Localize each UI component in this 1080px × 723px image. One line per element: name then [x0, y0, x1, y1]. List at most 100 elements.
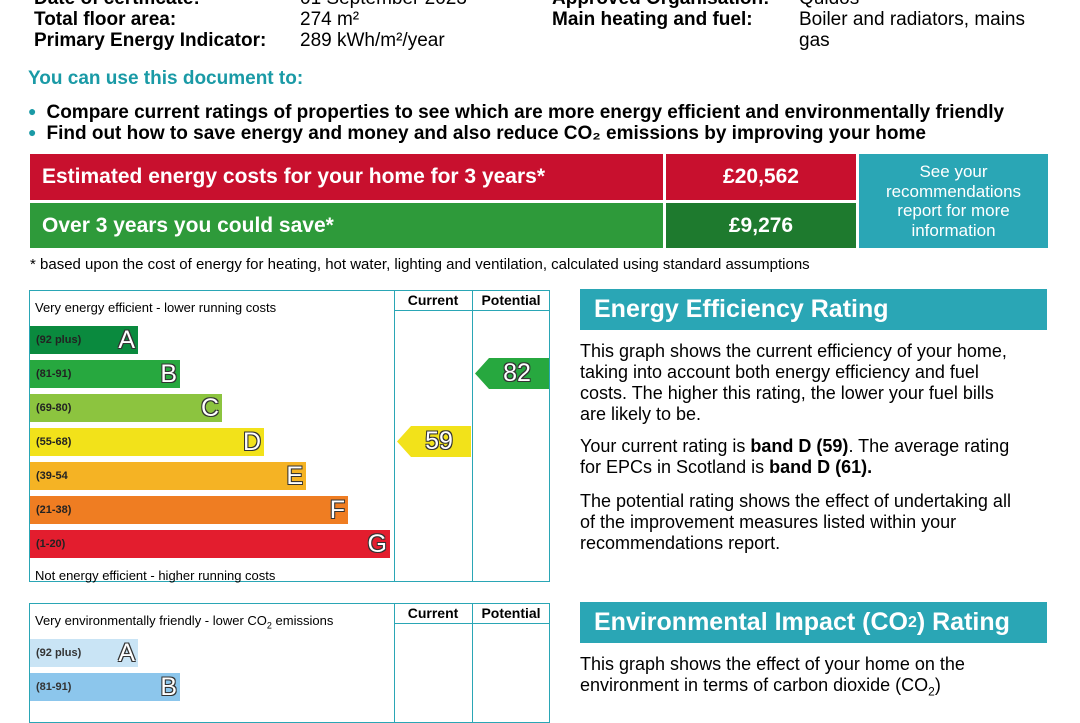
band-letter: D: [242, 427, 261, 456]
header-divider: [394, 310, 550, 311]
detail-row-floor-area: Total floor area: 274 m²: [34, 9, 554, 30]
band-range: (21-38): [36, 504, 72, 516]
rating-band-c: (69-80) C: [30, 394, 222, 422]
bullet-text: Find out how to save energy and money an…: [46, 123, 926, 144]
detail-label: Total floor area:: [34, 9, 177, 30]
band-letter: C: [200, 393, 219, 422]
band-range: (39-54: [36, 470, 68, 482]
paragraph-text: Your current rating is: [580, 436, 751, 456]
potential-rating-arrow: 82: [475, 358, 549, 389]
band-letter: F: [329, 495, 345, 524]
rating-band-e: (39-54 E: [30, 462, 306, 490]
recommend-text: information: [911, 220, 996, 240]
uses-bullet: ● Compare current ratings of properties t…: [28, 102, 1004, 124]
detail-value: 274 m²: [300, 9, 360, 30]
band-letter: A: [118, 638, 135, 667]
recommend-text: report for more: [897, 201, 1010, 220]
arrow-value: 82: [503, 359, 531, 387]
paragraph-text: . The average rating: [848, 436, 1010, 456]
rating-band-a: (92 plus) A: [30, 639, 138, 667]
estimated-costs-label: Estimated energy costs for your home for…: [30, 154, 663, 200]
band-range: (81-91): [36, 681, 72, 693]
band-letter: A: [118, 325, 135, 354]
title-subscript: 2: [907, 613, 917, 631]
recommend-text: See your: [919, 162, 988, 181]
header-divider: [394, 623, 550, 624]
recommendations-link[interactable]: See your recommendations report for more…: [859, 154, 1048, 248]
detail-label: Main heating and fuel:: [552, 9, 753, 30]
rating-band-d: (55-68) D: [30, 428, 264, 456]
rating-band-b: (81-91) B: [30, 673, 180, 701]
recommend-text: recommendations: [885, 181, 1022, 201]
certificate-details-left: Date of certificate: 01 September 2023 T…: [34, 0, 554, 51]
title-text: Environmental Impact (CO: [594, 608, 908, 636]
caption-subscript: 2: [266, 620, 272, 631]
paragraph: The potential rating shows the effect of…: [580, 491, 1050, 554]
caption-text: emissions: [271, 613, 334, 628]
column-divider: [394, 603, 395, 723]
column-divider: [394, 290, 395, 582]
bullet-icon: ●: [28, 103, 37, 119]
uses-bullet: ● Find out how to save energy and money a…: [28, 123, 926, 145]
paragraph-text: ): [934, 675, 941, 695]
current-band-text: band D (59): [750, 436, 849, 456]
band-letter: G: [367, 529, 387, 558]
rating-band-g: (1-20) G: [30, 530, 390, 558]
environmental-panel-title: Environmental Impact (CO 2) Rating: [580, 602, 1047, 643]
chart-top-caption: Very energy efficient - lower running co…: [35, 300, 277, 315]
detail-label: Approved Organisation:: [552, 0, 799, 9]
detail-label: Primary Energy Indicator:: [34, 30, 267, 51]
paragraph-text: environment in terms of carbon dioxide (…: [580, 675, 929, 695]
caption-text: Very environmentally friendly - lower CO: [35, 613, 267, 628]
paragraph-line: This graph shows the effect of your home…: [580, 654, 965, 674]
energy-panel-text: This graph shows the current efficiency …: [580, 341, 1050, 554]
paragraph-text: for EPCs in Scotland is: [580, 457, 770, 477]
detail-label: Date of certificate:: [34, 0, 300, 9]
detail-row-heating: Main heating and fuel: Boiler and radiat…: [552, 9, 1072, 51]
chart-bottom-caption: Not energy efficient - higher running co…: [35, 568, 276, 583]
band-range: (81-91): [36, 368, 72, 380]
savings-label: Over 3 years you could save*: [30, 203, 663, 248]
rating-band-b: (81-91) B: [30, 360, 180, 388]
detail-value: 289 kWh/m²/year: [300, 30, 445, 51]
paragraph-line: recommendations report.: [580, 533, 781, 553]
average-band-text: band D (61).: [769, 457, 873, 477]
bullet-icon: ●: [28, 124, 37, 140]
paragraph-line: taking into account both energy efficien…: [580, 362, 979, 382]
column-divider: [472, 290, 473, 582]
chart-top-caption: Very environmentally friendly - lower CO…: [35, 613, 333, 631]
band-range: (69-80): [36, 402, 72, 414]
paragraph-line: of the improvement measures listed withi…: [580, 512, 957, 532]
band-letter: E: [286, 461, 303, 490]
energy-rating-chart: Current Potential Very energy efficient …: [29, 290, 550, 583]
detail-row-date: Date of certificate: 01 September 2023: [34, 0, 554, 9]
costs-footnote: * based upon the cost of energy for heat…: [30, 256, 810, 273]
arrow-shape: [475, 358, 549, 389]
energy-panel-title: Energy Efficiency Rating: [580, 289, 1047, 330]
environmental-rating-chart: Current Potential Very environmentally f…: [29, 603, 550, 723]
uses-heading: You can use this document to:: [28, 68, 304, 89]
column-current-heading: Current: [407, 292, 459, 308]
detail-value: Quidos: [799, 0, 859, 9]
paragraph-line: costs. The higher this rating, the lower…: [580, 383, 994, 403]
column-potential-heading: Potential: [481, 605, 541, 621]
arrow-value: 59: [425, 427, 453, 455]
band-range: (55-68): [36, 436, 72, 448]
column-current-heading: Current: [407, 605, 459, 621]
paragraph-subscript: 2: [928, 684, 935, 699]
paragraph-line: are likely to be.: [580, 404, 702, 424]
current-rating-arrow: 59: [397, 426, 471, 457]
arrow-shape: [397, 426, 471, 457]
detail-value-line: Boiler and radiators, mains: [799, 9, 1025, 30]
savings-value: £9,276: [666, 203, 856, 248]
paragraph: This graph shows the current efficiency …: [580, 341, 1050, 425]
estimated-costs-value: £20,562: [666, 154, 856, 200]
bullet-text: Compare current ratings of properties to…: [46, 102, 1005, 123]
rating-band-a: (92 plus) A: [30, 326, 138, 354]
paragraph: Your current rating is band D (59). The …: [580, 436, 1050, 478]
band-range: (92 plus): [36, 647, 82, 659]
column-potential-heading: Potential: [481, 292, 541, 308]
title-text: ) Rating: [916, 608, 1010, 636]
band-range: (92 plus): [36, 334, 82, 346]
band-letter: B: [160, 672, 177, 701]
